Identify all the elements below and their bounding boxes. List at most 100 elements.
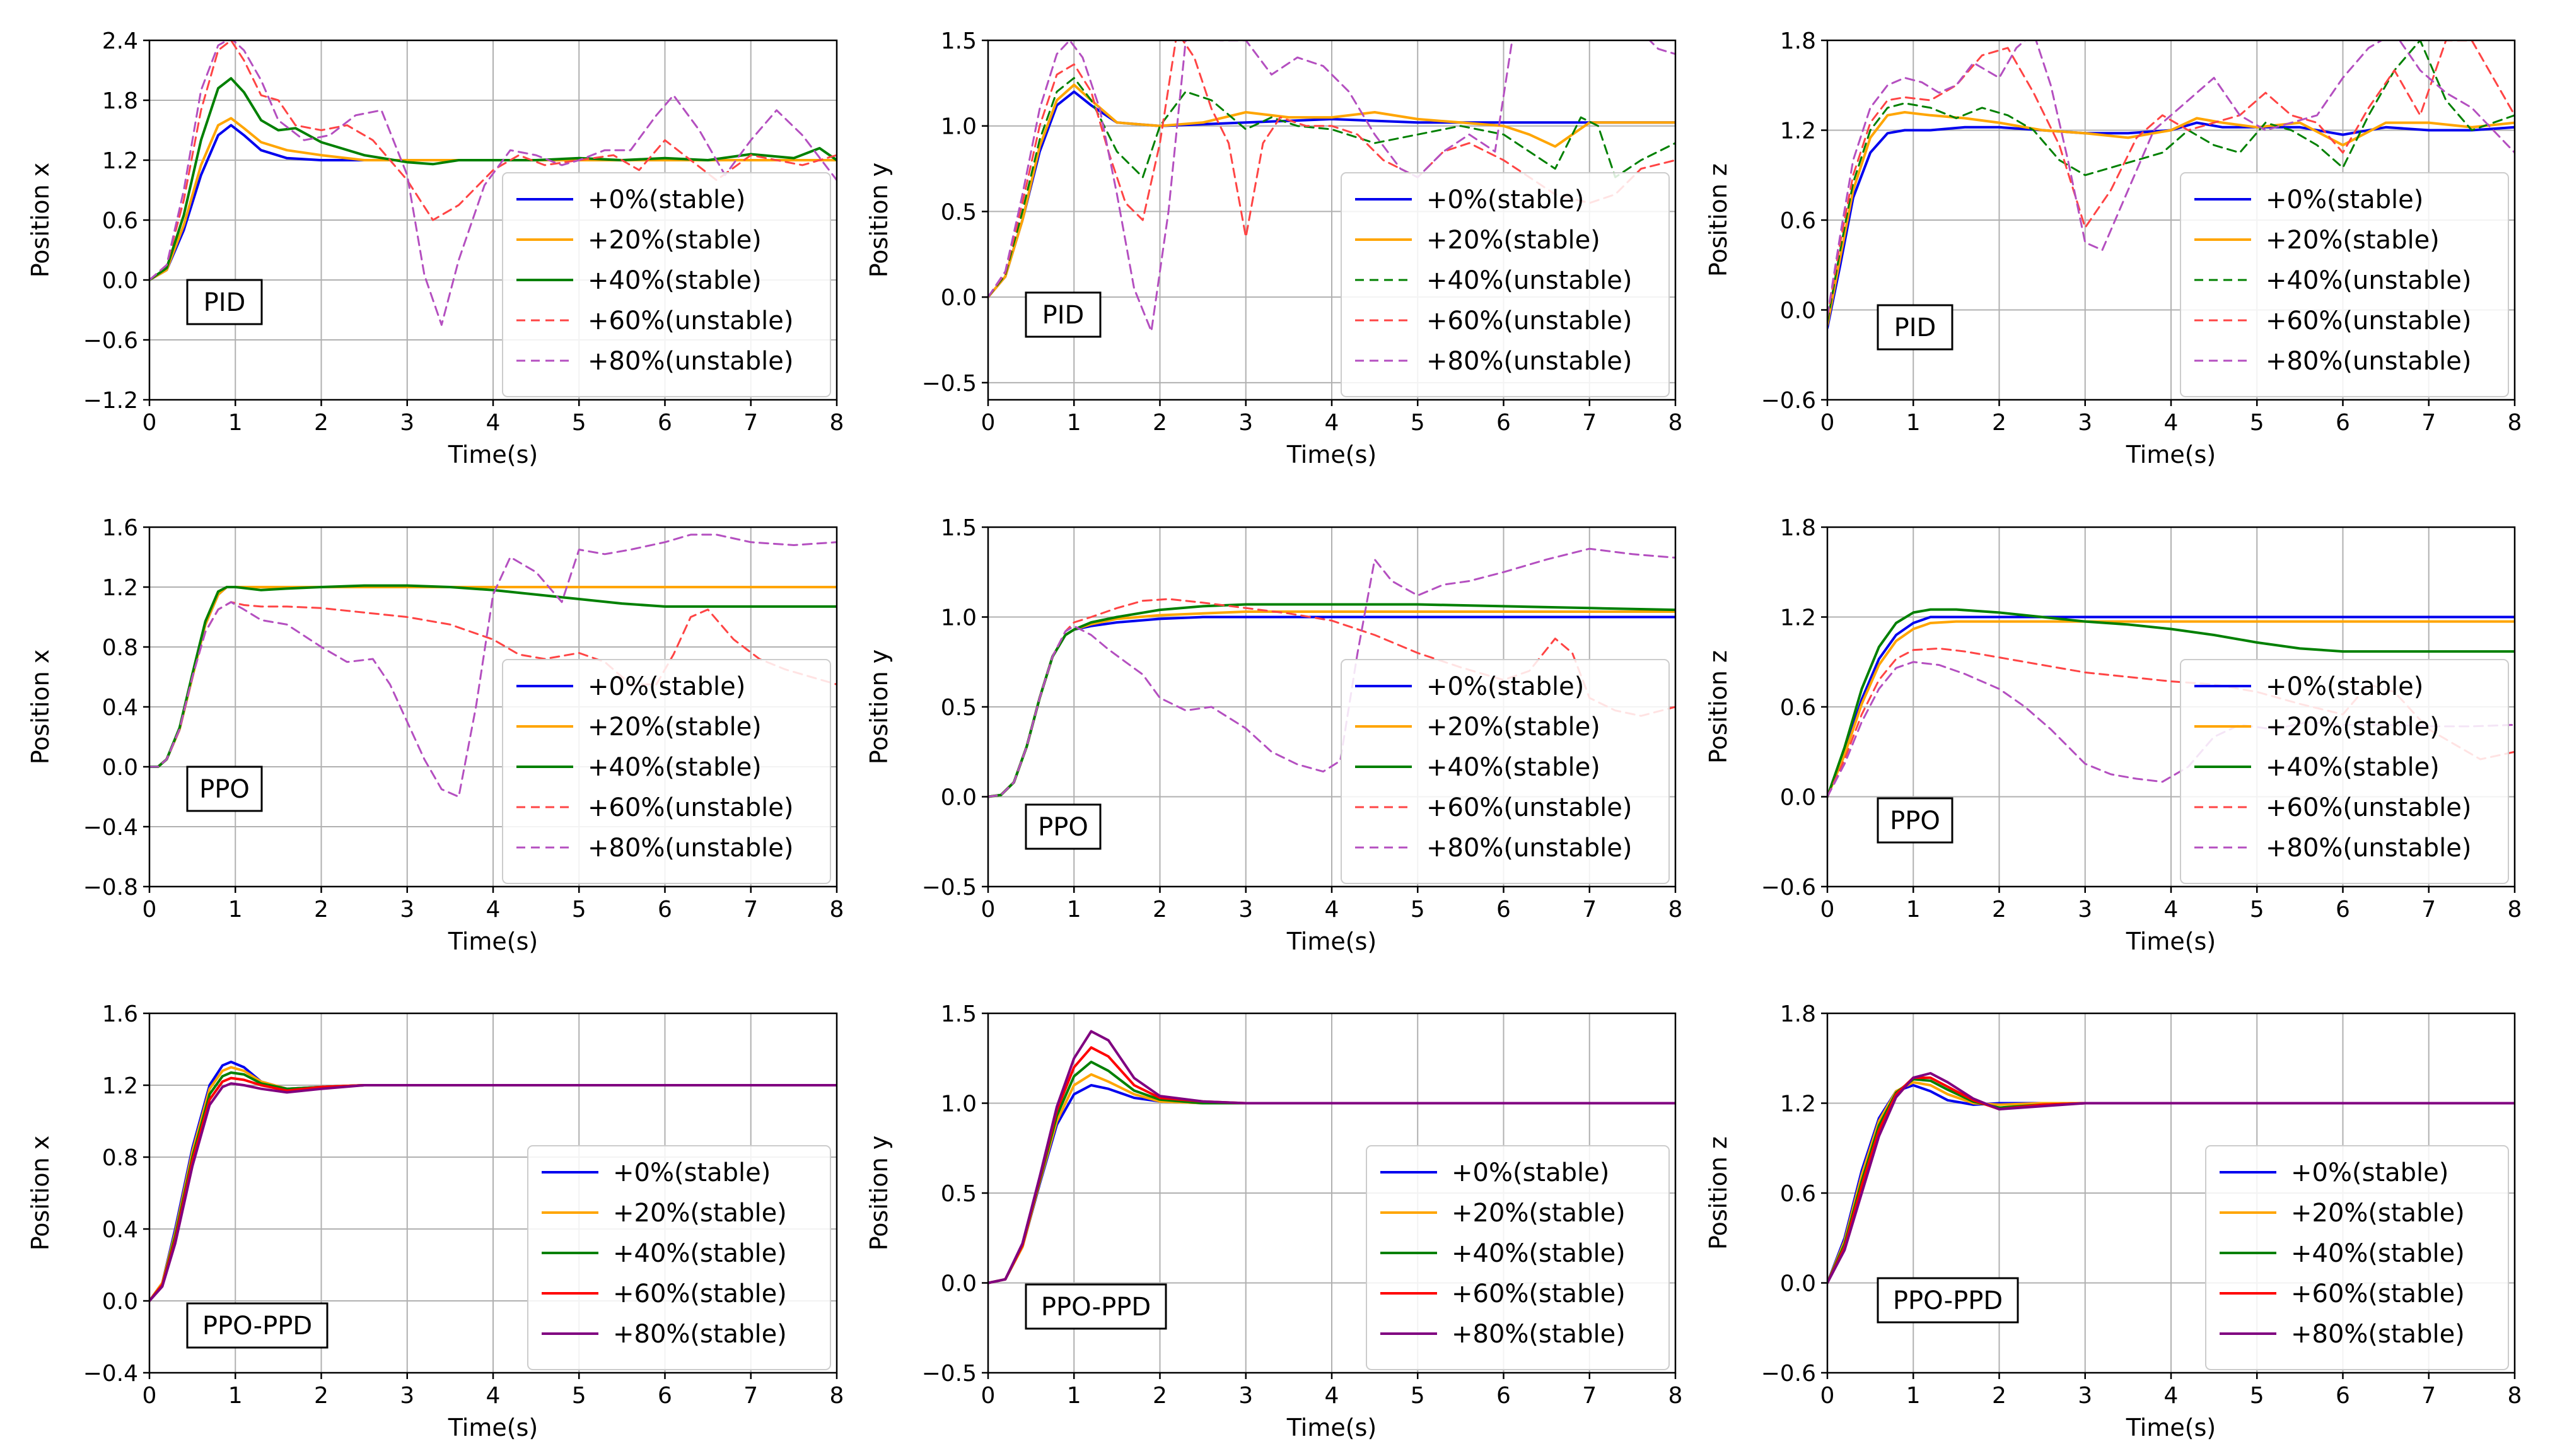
x-tick-label: 8 (2508, 1383, 2522, 1409)
x-tick-label: 4 (2164, 897, 2179, 923)
legend-label: +0%(stable) (2291, 1158, 2448, 1187)
x-tick-label: 2 (1992, 410, 2006, 436)
x-tick-label: 5 (572, 897, 586, 923)
controller-label-box (1025, 1283, 1167, 1330)
legend-label: +0%(stable) (1426, 185, 1584, 214)
x-tick-label: 7 (743, 897, 758, 923)
x-tick-label: 6 (658, 897, 672, 923)
legend-label: +20%(stable) (588, 226, 762, 255)
y-tick-label: −0.6 (1761, 1361, 1816, 1387)
controller-label: PPO (1890, 807, 1940, 836)
y-tick-label: −0.6 (1761, 875, 1816, 900)
x-tick-label: 7 (1582, 897, 1597, 923)
series-line-plus80pct (988, 40, 1675, 332)
x-axis-label: Time(s) (2126, 1414, 2216, 1441)
y-tick-label: 0.0 (102, 268, 138, 294)
x-tick-label: 7 (743, 1383, 758, 1409)
legend-label: +40%(stable) (588, 266, 762, 295)
y-axis-label: Position z (1704, 1136, 1732, 1250)
y-tick-label: 1.2 (1780, 1092, 1816, 1117)
x-axis-label: Time(s) (1286, 1414, 1377, 1441)
series-line-plus80pctpp (988, 1030, 1675, 1284)
controller-label-box (186, 279, 263, 325)
legend-label: +40%(stable) (1426, 753, 1600, 782)
y-tick-label: 0.6 (1780, 695, 1816, 721)
x-tick-label: 0 (981, 1383, 996, 1409)
series-group (988, 547, 1675, 798)
legend-label: +60%(unstable) (2266, 306, 2471, 335)
legend-box (2180, 659, 2509, 884)
y-tick-label: −0.4 (83, 815, 138, 841)
y-tick-label: 1.5 (941, 28, 977, 54)
x-tick-label: 6 (1496, 897, 1511, 923)
x-tick-label: 1 (1906, 410, 1921, 436)
legend-box (2205, 1145, 2509, 1370)
legend-label: +60%(unstable) (2266, 793, 2471, 822)
legend-label: +0%(stable) (1452, 1158, 1609, 1187)
panel-pid-y: 0 1 2 3 4 5 6 7 8 1.5 1.0 0.5 0.0 −0.5 Time(s) Position… (865, 28, 1682, 469)
legend-label: +80%(unstable) (588, 834, 793, 863)
panel-ppo-y: 0 1 2 3 4 5 6 7 8 1.5 1.0 0.5 0.0 −0.5 Time(s) Position… (865, 515, 1682, 955)
panel-ppo-ppd-x: 0 1 2 3 4 5 6 7 8 1.6 1.2 0.8 0.4 0.0 −0.4 Time(s) Posit… (26, 1001, 844, 1441)
axes-frame (1826, 526, 2516, 888)
y-tick-label: 1.2 (1780, 119, 1816, 144)
y-tick-label: 0.6 (1780, 208, 1816, 234)
controller-label-box (1877, 797, 1953, 844)
x-axis-label: Time(s) (448, 1414, 538, 1441)
legend-box (502, 659, 831, 884)
x-tick-label: 6 (2336, 1383, 2350, 1409)
legend-label: +80%(unstable) (588, 347, 793, 376)
controller-label: PPO-PPD (1041, 1293, 1151, 1322)
x-tick-label: 2 (314, 410, 329, 436)
series-line-plus40pct (988, 77, 1675, 298)
x-tick-label: 8 (830, 897, 844, 923)
y-tick-label: 0.0 (1780, 785, 1816, 811)
x-tick-label: 2 (314, 1383, 329, 1409)
y-tick-label: 0.6 (102, 208, 138, 234)
x-tick-label: 4 (486, 410, 501, 436)
series-line-plus20pct (988, 83, 1675, 299)
legend-label: +80%(unstable) (2266, 834, 2471, 863)
y-axis-label: Position z (1704, 163, 1732, 277)
legend-label: +60%(stable) (2291, 1279, 2465, 1308)
x-axis-label: Time(s) (448, 441, 538, 469)
panel-ppo-ppd-z: 0 1 2 3 4 5 6 7 8 1.8 1.2 0.6 0.0 −0.6 Time(s) Position… (1704, 1001, 2522, 1441)
x-tick-label: 4 (2164, 1383, 2179, 1409)
legend-box (1341, 172, 1670, 397)
x-tick-label: 3 (1238, 410, 1253, 436)
series-line-plus20pct (1827, 111, 2515, 327)
x-tick-label: 3 (2078, 1383, 2092, 1409)
legend-label: +0%(stable) (2266, 185, 2423, 214)
y-axis-label: Position y (865, 649, 893, 765)
legend-label: +60%(unstable) (588, 793, 793, 822)
y-tick-label: −0.4 (83, 1361, 138, 1387)
x-tick-label: 4 (1325, 1383, 1339, 1409)
y-tick-label: 0.5 (941, 1181, 977, 1207)
legend-label: +20%(stable) (613, 1199, 787, 1228)
y-tick-label: 0.5 (941, 199, 977, 225)
legend-label: +40%(unstable) (1426, 266, 1632, 295)
controller-label: PPO-PPD (1893, 1286, 2003, 1315)
x-tick-label: 1 (1906, 1383, 1921, 1409)
series-line-plus80pctpp (1827, 1072, 2515, 1284)
legend: +0%(stable) +20%(stable) +40%(stable) +60%(… (502, 659, 831, 884)
controller-label: PPO (199, 775, 250, 804)
legend-label: +60%(unstable) (1426, 793, 1632, 822)
x-tick-label: 4 (1325, 410, 1339, 436)
legend-label: +20%(stable) (2266, 226, 2440, 255)
y-tick-label: 1.0 (941, 605, 977, 631)
controller-label-box (186, 1302, 329, 1349)
series-line-plus40pct (1827, 40, 2515, 323)
legend-label: +20%(stable) (2291, 1199, 2465, 1228)
controller-label: PPO (1038, 813, 1088, 842)
controller-label: PID (204, 288, 246, 317)
series-group (1827, 1072, 2515, 1284)
legend: +0%(stable) +20%(stable) +40%(stable) +60%(… (2205, 1145, 2509, 1370)
legend: +0%(stable) +20%(stable) +40%(stable) +60%(… (2180, 659, 2509, 884)
y-tick-label: 1.2 (102, 148, 138, 174)
legend-label: +20%(stable) (1426, 226, 1600, 255)
y-tick-label: −0.8 (83, 875, 138, 900)
legend-label: +20%(stable) (2266, 713, 2440, 742)
series-line-plus0pct (1827, 615, 2515, 798)
y-axis-label: Position y (865, 1136, 893, 1251)
